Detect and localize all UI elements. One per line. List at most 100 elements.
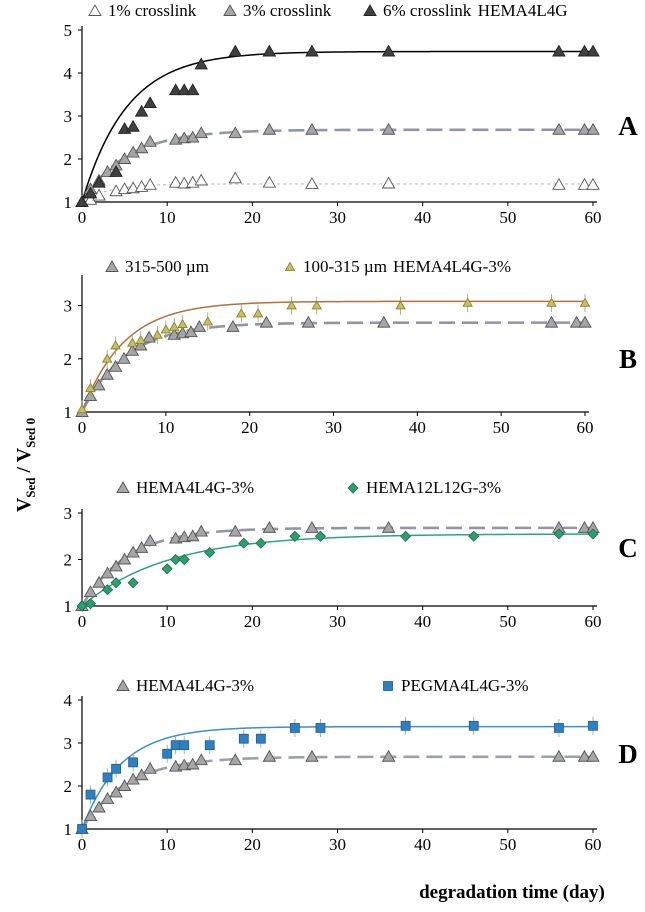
data-point [177, 318, 188, 329]
data-point [381, 122, 396, 135]
data-point [117, 552, 132, 565]
data-point [83, 186, 98, 199]
panel-d: 0 10 20 30 40 50 60 1 2 3 4 HEMA4L4G-3% PEGMA4L4G-3%… [64, 676, 638, 854]
legend-marker [347, 482, 359, 494]
data-point [290, 723, 300, 733]
data-point [102, 772, 113, 783]
y-tick-label: 3 [64, 504, 73, 523]
data-point [226, 319, 240, 332]
x-tick-label: 0 [78, 208, 87, 227]
legend-label: 1% crosslink [108, 1, 197, 20]
data-point [143, 96, 157, 109]
legend-label: 3% crosslink [243, 1, 332, 20]
data-point [127, 337, 138, 347]
data-point [228, 524, 243, 537]
legend-marker [284, 261, 296, 271]
data-point [569, 315, 584, 328]
x-tick-label: 20 [244, 612, 261, 631]
data-point [305, 520, 319, 533]
data-point [262, 122, 277, 135]
data-point [381, 520, 396, 533]
data-point [110, 577, 122, 589]
data-point [143, 533, 157, 546]
data-point [77, 824, 87, 834]
data-point [255, 537, 267, 549]
panel-label: C [618, 533, 638, 563]
data-point [255, 733, 266, 744]
fit-curve-1 [80, 755, 593, 830]
y-tick-label: 1 [64, 820, 73, 839]
data-point [178, 553, 190, 566]
x-tick-label: 50 [493, 418, 510, 437]
panel-label: A [618, 111, 638, 141]
x-tick-label: 30 [329, 835, 346, 854]
legend: HEMA4L4G-3% PEGMA4L4G-3% [116, 676, 529, 695]
y-tick-label: 2 [64, 551, 73, 570]
legend-label: 315-500 µm [125, 257, 209, 276]
data-point [85, 382, 96, 392]
y-tick-label: 5 [64, 21, 73, 40]
data-point [311, 300, 323, 310]
data-point [134, 768, 149, 781]
y-axis-title-main: V [13, 497, 35, 512]
data-point [126, 119, 140, 132]
data-point [194, 753, 209, 766]
data-point [168, 83, 183, 96]
data-point [577, 520, 592, 533]
data-point [177, 758, 191, 771]
x-tick-label: 50 [499, 835, 516, 854]
data-point [177, 131, 191, 144]
data-point [91, 378, 106, 391]
y-tick-label: 1 [64, 193, 73, 212]
data-point [305, 749, 319, 762]
series-1-points [75, 315, 592, 417]
x-tick-label: 60 [585, 835, 602, 854]
panel-label: D [618, 739, 638, 769]
data-point [400, 720, 411, 731]
data-point [544, 315, 559, 328]
y-tick-label: 3 [64, 297, 73, 316]
data-point [143, 177, 157, 190]
x-tick-label: 0 [78, 612, 87, 631]
data-point [578, 315, 592, 328]
series-1-points [75, 749, 600, 834]
data-point [305, 177, 319, 189]
legend-marker [383, 681, 393, 691]
x-tick-label: 60 [585, 208, 602, 227]
x-axis-title: degradation time (day) [419, 882, 605, 903]
data-point [381, 749, 396, 762]
data-point [314, 530, 327, 542]
data-point [160, 324, 172, 334]
x-tick-label: 20 [241, 418, 258, 437]
fit-curve-2 [81, 300, 585, 413]
series-2-points [76, 528, 599, 612]
data-point [262, 44, 277, 57]
x-tick-label: 10 [159, 835, 176, 854]
x-tick-label: 30 [329, 208, 346, 227]
data-point [92, 175, 106, 188]
x-tick-label: 30 [329, 612, 346, 631]
data-point [462, 297, 473, 307]
legend-label: PEGMA4L4G-3% [401, 676, 529, 695]
data-point [262, 749, 277, 762]
x-tick-label: 60 [577, 418, 594, 437]
fit-curve-3 [81, 50, 593, 203]
series-3-points [75, 44, 600, 207]
x-tick-label: 30 [325, 418, 342, 437]
x-tick-label: 20 [244, 835, 261, 854]
data-point [76, 600, 88, 612]
x-tick-label: 20 [244, 208, 261, 227]
data-point [204, 740, 215, 751]
y-axis-title-mid: / V [13, 447, 35, 477]
data-point [238, 537, 250, 549]
data-point [109, 164, 123, 177]
y-tick-label: 1 [64, 597, 73, 616]
series-2-points [77, 716, 598, 838]
data-point [194, 57, 209, 70]
data-point [135, 334, 146, 345]
fit-curve-1 [81, 183, 593, 203]
data-point [381, 44, 396, 57]
data-point [236, 308, 247, 318]
data-point [194, 524, 209, 537]
